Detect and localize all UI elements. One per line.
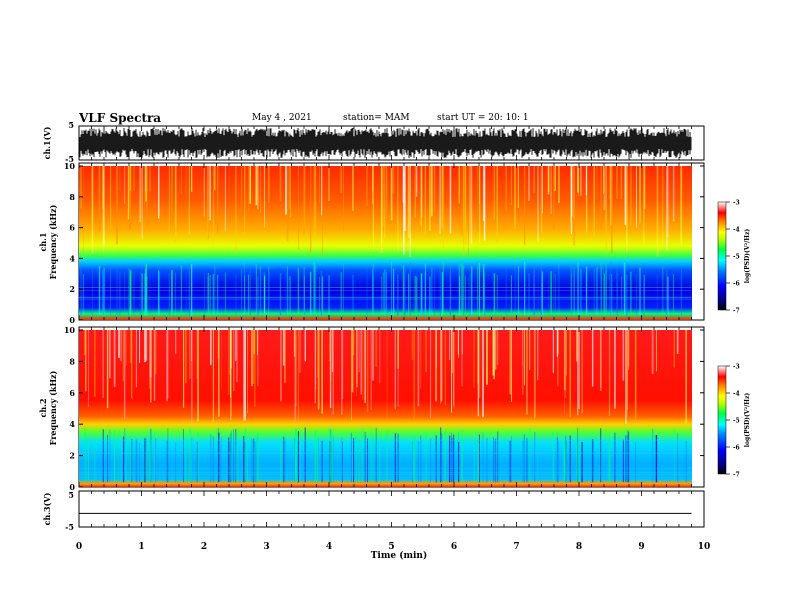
waveform-ch3-frame — [78, 490, 705, 528]
cb2-label-3: -6 — [733, 445, 740, 452]
yt1-label-2: 4 — [69, 253, 75, 263]
x-tick-label-2: 2 — [201, 542, 207, 552]
axis-ticks — [78, 126, 705, 527]
x-tick-label-7: 7 — [513, 542, 519, 552]
waveform-ch3-ytick-top: 5 — [68, 490, 74, 500]
cb1-label-1: -4 — [733, 227, 740, 234]
x-tick-label-6: 6 — [451, 542, 457, 552]
yt2-label-3: 6 — [69, 388, 75, 398]
waveform-ch3-ylabel: ch.3(V) — [42, 492, 52, 525]
colorbar-ch2-label: log(PSD)(V²/Hz) — [744, 393, 751, 448]
waveform-ch1-noise — [79, 128, 692, 158]
waveform-ch3-ytick-bottom: -5 — [65, 522, 74, 532]
cb1-label-0: -3 — [733, 200, 740, 207]
colorbar-ch1-ticks: -3 -4 -5 -6 -7 — [726, 200, 740, 315]
yt2-label-0: 0 — [69, 482, 75, 492]
waveform-ch1-trace — [79, 128, 692, 158]
spectrogram-ch2-ylabel-channel: ch.2 — [38, 398, 48, 417]
spectrogram-ch1-streaks — [79, 166, 692, 316]
yt2-label-5: 10 — [64, 325, 76, 335]
colorbar-ch1 — [717, 201, 727, 311]
cb1-label-3: -6 — [733, 281, 740, 288]
colorbar-ch2-ticks: -3 -4 -5 -6 -7 — [726, 364, 740, 479]
spectrogram-ch2-image — [79, 330, 692, 487]
spectrogram-ch2-streaks — [79, 330, 692, 483]
yt1-label-5: 10 — [64, 161, 76, 171]
x-tick-label-3: 3 — [263, 542, 269, 552]
colorbar-ch2 — [717, 365, 727, 475]
yt1-label-4: 8 — [69, 192, 75, 202]
cb2-label-0: -3 — [733, 364, 740, 371]
colorbar-ch1-label: log(PSD)(V²/Hz) — [744, 229, 751, 284]
spectrogram-ch2-ylabel-frequency: Frequency (kHz) — [48, 370, 58, 445]
x-tick-label-10: 10 — [698, 542, 711, 552]
waveform-ch1-ytick-bottom: -5 — [65, 154, 74, 164]
yt1-label-1: 2 — [69, 284, 75, 294]
yt2-label-1: 2 — [69, 451, 75, 461]
yt2-label-4: 8 — [69, 356, 75, 366]
x-tick-label-8: 8 — [576, 542, 582, 552]
spectrogram-ch2-yticks: 0 2 4 6 8 10 — [64, 325, 704, 492]
station-label: station= MAM — [343, 113, 410, 123]
waveform-ch1-ytick-top: 5 — [68, 120, 74, 130]
figure-title: VLF Spectra — [79, 111, 162, 125]
x-tick-label-5: 5 — [388, 542, 394, 552]
yt2-label-2: 4 — [69, 419, 75, 429]
x-tick-label-1: 1 — [138, 542, 144, 552]
x-axis-tick-labels: 0 1 2 3 4 5 6 7 8 9 10 — [76, 542, 710, 552]
cb1-label-2: -5 — [733, 254, 740, 261]
cb2-label-1: -4 — [733, 391, 740, 398]
x-tick-label-0: 0 — [76, 542, 82, 552]
x-tick-label-9: 9 — [638, 542, 644, 552]
x-axis-label: Time (min) — [371, 550, 428, 561]
cb2-label-4: -7 — [733, 472, 740, 479]
date-label: May 4 , 2021 — [252, 113, 312, 123]
x-tick-label-4: 4 — [326, 542, 332, 552]
cb2-label-2: -5 — [733, 418, 740, 425]
waveform-ch1-ylabel: ch.1(V) — [42, 126, 52, 159]
spectrogram-ch1-yticks: 0 2 4 6 8 10 — [64, 161, 704, 325]
yt1-label-3: 6 — [69, 223, 75, 233]
spectrogram-ch1-ylabel-channel: ch.1 — [38, 232, 48, 251]
spectrogram-ch1-ylabel-frequency: Frequency (kHz) — [48, 204, 58, 279]
cb1-label-4: -7 — [733, 308, 740, 315]
yt1-label-0: 0 — [69, 315, 75, 325]
start-time-label: start UT = 20: 10: 1 — [437, 113, 529, 123]
